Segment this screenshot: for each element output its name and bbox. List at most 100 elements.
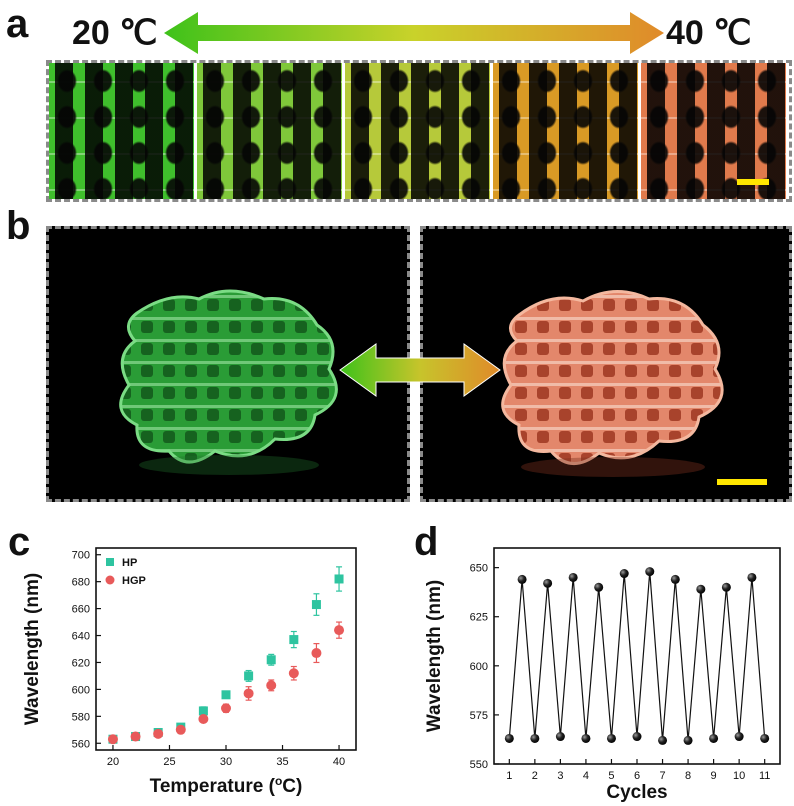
x-tick-label: 11	[759, 770, 770, 782]
y-tick-label: 640	[72, 631, 90, 643]
data-point-hp	[266, 655, 276, 665]
legend-label-hgp: HGP	[122, 575, 146, 587]
panel-a-letter: a	[6, 2, 29, 46]
data-point-hp	[311, 600, 321, 610]
panel-c-letter: c	[8, 520, 31, 564]
x-axis-label: Cycles	[606, 782, 667, 803]
y-tick-label: 620	[72, 657, 90, 669]
x-tick-label: 40	[333, 756, 345, 768]
data-point-cycle	[632, 732, 642, 742]
data-point-cycle	[594, 582, 604, 592]
strip-photo-2	[197, 63, 342, 199]
data-point-cycle	[555, 732, 565, 742]
y-tick-label: 650	[470, 563, 488, 575]
data-point-cycle	[530, 733, 540, 743]
temp-label-20c: 20 ℃	[72, 14, 158, 52]
temp-label-40c: 40 ℃	[666, 14, 752, 52]
data-point-cycle	[504, 733, 514, 743]
data-point-hgp	[153, 728, 164, 739]
y-tick-label: 575	[470, 710, 488, 722]
reversible-arrow	[339, 343, 501, 397]
strip-holes-1	[49, 63, 194, 199]
x-tick-label: 10	[733, 770, 745, 782]
orange-lattice-object	[501, 289, 724, 465]
x-tick-label: 2	[532, 770, 538, 782]
y-tick-label: 600	[72, 684, 90, 696]
x-tick-label: 5	[608, 770, 614, 782]
x-axis-label: Temperature (oC)	[150, 774, 303, 797]
data-point-hp	[244, 671, 254, 681]
legend-label-hp: HP	[122, 557, 137, 569]
x-tick-label: 35	[276, 756, 288, 768]
data-point-cycle	[568, 572, 578, 582]
data-point-cycle	[696, 584, 706, 594]
x-tick-label: 20	[107, 756, 119, 768]
data-point-hp	[198, 706, 208, 716]
data-point-cycle	[581, 733, 591, 743]
panel-d-letter: d	[414, 520, 439, 564]
data-point-cycle	[543, 578, 553, 588]
data-point-hgp	[243, 688, 254, 699]
scale-bar-a	[737, 179, 769, 185]
data-point-hp	[289, 635, 299, 645]
data-point-cycle	[709, 733, 719, 743]
y-tick-label: 550	[470, 759, 488, 771]
data-point-hgp	[198, 714, 209, 725]
data-point-hgp	[288, 668, 299, 679]
y-tick-label: 580	[72, 711, 90, 723]
strip-photo-3	[345, 63, 490, 199]
data-point-hgp	[130, 731, 141, 742]
y-tick-label: 680	[72, 577, 90, 589]
legend-marker-hp	[106, 558, 114, 566]
x-tick-label: 4	[583, 770, 589, 782]
strip-photo-1	[49, 63, 194, 199]
grid-photo-strip	[46, 60, 792, 202]
strip-holes-2	[197, 63, 342, 199]
chart-c: 20 25 30 35 40 560 580 600 620 640 660 680 700 Temper…	[22, 547, 357, 797]
y-tick-label: 660	[72, 604, 90, 616]
data-point-cycle	[747, 572, 757, 582]
data-point-hgp	[311, 648, 322, 659]
strip-holes-3	[345, 63, 490, 199]
legend-marker-hgp	[105, 575, 115, 585]
x-tick-label: 6	[634, 770, 640, 782]
strip-photo-5	[641, 63, 786, 199]
x-tick-label: 7	[659, 770, 665, 782]
cycle-line	[508, 571, 766, 741]
data-point-hgp	[266, 680, 277, 691]
data-point-hp	[221, 690, 231, 700]
scale-bar-b	[717, 479, 767, 485]
data-point-cycle	[619, 569, 629, 579]
data-point-cycle	[670, 574, 680, 584]
y-tick-label: 560	[72, 738, 90, 750]
y-tick-label: 625	[470, 612, 488, 624]
data-point-hgp	[175, 724, 186, 735]
data-point-cycle	[606, 733, 616, 743]
strip-holes-4	[493, 63, 638, 199]
data-point-cycle	[517, 574, 527, 584]
double-arrow-shape-b	[339, 343, 501, 397]
data-point-cycle	[734, 732, 744, 742]
data-point-hgp	[107, 734, 118, 745]
data-point-cycle	[683, 735, 693, 745]
double-arrow-shape	[164, 12, 664, 54]
data-point-hgp	[221, 703, 231, 714]
data-point-hp	[334, 574, 344, 584]
x-tick-label: 3	[557, 770, 563, 782]
panel-b-letter: b	[6, 204, 31, 248]
y-axis-label: Wavelength (nm)	[22, 573, 43, 725]
data-point-cycle	[721, 582, 731, 592]
temperature-arrow	[164, 12, 664, 54]
y-axis-label: Wavelength (nm)	[424, 580, 445, 732]
y-tick-label: 600	[470, 661, 488, 673]
data-point-cycle	[658, 735, 668, 745]
x-tick-label: 30	[220, 756, 232, 768]
x-tick-label: 8	[685, 770, 691, 782]
data-point-cycle	[645, 567, 655, 577]
data-point-hgp	[334, 625, 345, 636]
data-point-cycle	[760, 733, 770, 743]
green-lattice-object	[119, 289, 338, 464]
strip-holes-5	[641, 63, 786, 199]
strip-photo-4	[493, 63, 638, 199]
x-tick-label: 9	[711, 770, 717, 782]
